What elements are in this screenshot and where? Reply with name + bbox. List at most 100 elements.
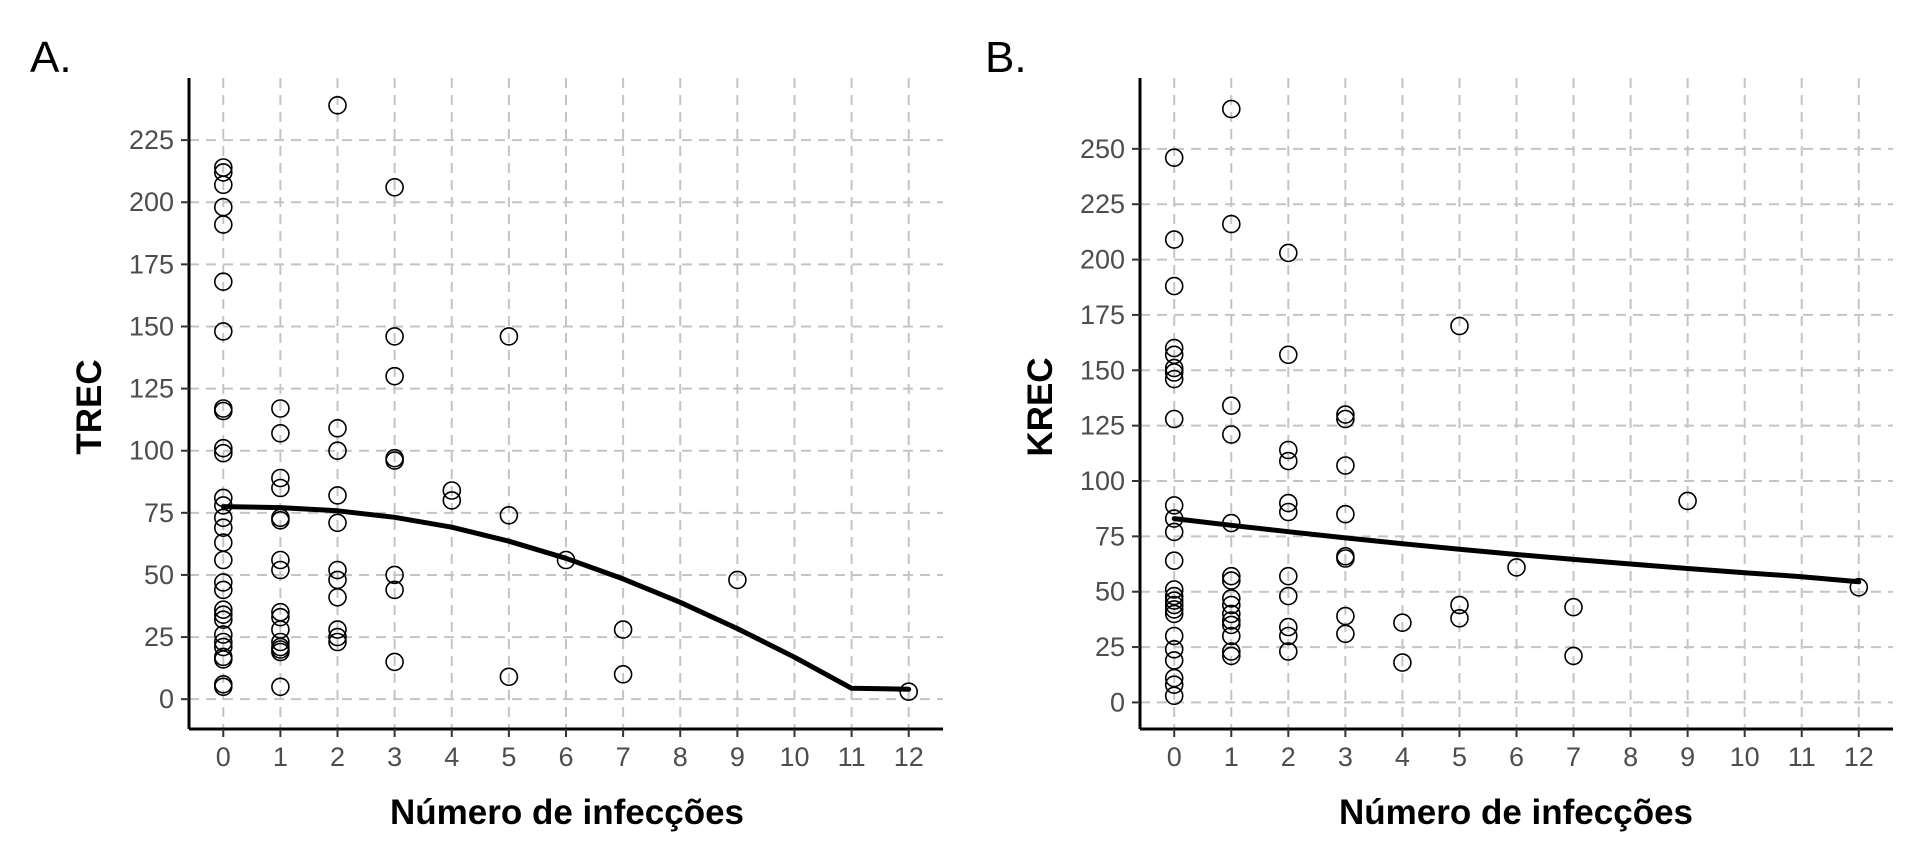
panel-a-data-point: [328, 418, 347, 438]
panel-a-points: [214, 96, 919, 702]
panel-b-data-point: [1222, 571, 1241, 590]
panel-a-data-point: [499, 505, 519, 525]
panel-b-data-point: [1222, 646, 1241, 666]
panel-b-data-point: [1164, 626, 1184, 646]
panel-a-data-point: [214, 175, 233, 195]
panel-a-data-point: [214, 637, 233, 657]
panel-a-label: A.: [30, 33, 72, 82]
panel-b-data-point: [1164, 496, 1184, 515]
panel-a-x-tick-label: 7: [616, 742, 631, 772]
panel-b-data-point: [1222, 99, 1241, 119]
panel-a-data-point: [499, 667, 519, 687]
panel-a-x-tick-label: 4: [444, 742, 459, 772]
panel-a-data-point: [728, 570, 747, 590]
panel-a-data-point: [271, 510, 290, 530]
panel-b-data-point: [1222, 611, 1241, 630]
panel-a-data-point: [214, 518, 233, 538]
panel-a-data-point: [214, 322, 233, 341]
panel-a-data-point: [328, 627, 347, 647]
panel-a-y-tick-label: 50: [144, 560, 174, 590]
panel-b-x-tick-label: 12: [1844, 742, 1874, 772]
panel-a-x-tick-label: 9: [730, 742, 745, 772]
panel-b-y-tick-label: 225: [1080, 189, 1125, 219]
panel-b-data-point: [1164, 604, 1184, 624]
panel-b-data-point: [1450, 595, 1469, 615]
panel-a-data-point: [271, 560, 290, 580]
panel-b-y-axis-title: KREC: [1021, 357, 1060, 456]
panel-a-data-point: [271, 607, 290, 627]
panel-b-data-point: [1336, 504, 1355, 524]
panel-a-x-tick-label: 8: [673, 742, 688, 772]
panel-a-x-tick-label: 3: [387, 742, 402, 772]
panel-a-data-point: [328, 587, 347, 607]
panel-a-data-point: [385, 652, 404, 672]
panel-a-data-point: [214, 488, 233, 508]
panel-a-data-point: [214, 272, 233, 292]
panel-b-data-point: [1564, 646, 1583, 666]
panel-b-data-point: [1336, 456, 1355, 475]
panel-a-data-point: [328, 620, 347, 639]
panel-a-data-point: [271, 468, 290, 488]
panel-b-data-point: [1164, 551, 1184, 571]
panel-a-data-point: [271, 642, 290, 662]
panel-a-x-axis-title: Número de infecções: [390, 793, 744, 832]
panel-a-data-point: [214, 625, 233, 644]
panel-b-x-tick-label: 2: [1281, 742, 1296, 772]
panel-a-x-tick-label: 0: [216, 742, 231, 772]
panel-b-points: [1164, 99, 1869, 706]
panel-a-data-point: [214, 550, 233, 570]
panel-b-data-point: [1279, 493, 1298, 513]
panel-a-data-point: [271, 423, 290, 443]
panel-a-y-tick-label: 75: [144, 498, 174, 528]
panel-b-data-point: [1279, 586, 1298, 606]
panel-b-x-tick-label: 0: [1167, 742, 1182, 772]
panel-a-data-point: [214, 605, 233, 625]
panel-b-data-point: [1222, 396, 1241, 416]
panel-b-data-point: [1164, 600, 1184, 619]
panel-a-y-tick-label: 150: [129, 311, 174, 341]
panel-b-data-point: [1279, 243, 1298, 263]
panel-b-data-point: [1849, 577, 1869, 597]
panel-a-x-ticks: 0 1 2 3 4 5 6 7 8 9 10 11 12: [216, 729, 924, 772]
panel-a-x-tick-label: 12: [894, 742, 924, 772]
panel-a-x-tick-label: 1: [273, 742, 288, 772]
panel-a-data-point: [385, 178, 404, 197]
panel-a-data-point: [328, 632, 347, 652]
panel-a-data-point: [385, 580, 404, 600]
panel-a-data-point: [328, 486, 347, 505]
panel-b-x-tick-label: 1: [1224, 742, 1239, 772]
panel-b-x-tick-label: 3: [1338, 742, 1353, 772]
panel-b-data-point: [1279, 642, 1298, 661]
panel-a-x-tick-label: 6: [558, 742, 573, 772]
panel-a-data-point: [214, 438, 233, 458]
panel-a-data-point: [271, 632, 290, 652]
panel-b-grid: [1140, 78, 1893, 729]
panel-b-data-point: [1164, 522, 1184, 542]
panel-b-data-point: [1164, 586, 1184, 606]
panel-b-x-ticks: 0 1 2 3 4 5 6 7 8 9 10 11 12: [1167, 729, 1874, 772]
panel-b-data-point: [1279, 617, 1298, 637]
panel-b-data-point: [1164, 580, 1184, 599]
panel-b-data-point: [1164, 639, 1184, 659]
panel-a-y-tick-label: 225: [129, 125, 174, 155]
panel-b-y-tick-label: 150: [1080, 355, 1125, 385]
panel-b-x-axis-title: Número de infecções: [1339, 793, 1693, 832]
panel-a-data-point: [328, 560, 347, 580]
panel-a-data-point: [328, 513, 347, 533]
panel-b-y-tick-label: 25: [1095, 632, 1125, 662]
panel-a-data-point: [442, 481, 462, 500]
panel-b-data-point: [1393, 613, 1412, 633]
panel-a-data-point: [499, 327, 519, 346]
panel-b-data-point: [1164, 230, 1184, 249]
panel-b-label: B.: [985, 33, 1027, 82]
panel-b-data-point: [1164, 338, 1184, 358]
panel-a-data-point: [385, 451, 404, 470]
panel-a-grid: [189, 78, 943, 729]
panel-b-x-tick-label: 5: [1452, 742, 1467, 772]
panel-a-data-point: [328, 96, 347, 115]
panel-a-y-tick-label: 125: [129, 374, 174, 404]
panel-b-data-point: [1393, 653, 1412, 672]
panel-b-data-point: [1222, 615, 1241, 635]
panel-b-y-tick-label: 175: [1080, 300, 1125, 330]
panel-a-data-point: [214, 215, 233, 234]
